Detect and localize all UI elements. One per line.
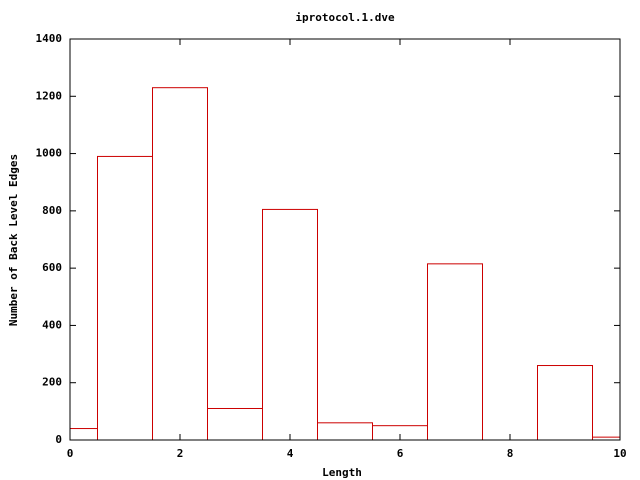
- x-tick-label: 8: [507, 447, 514, 460]
- y-tick-label: 1400: [36, 32, 63, 45]
- bar: [262, 208, 318, 440]
- bar: [427, 263, 483, 440]
- plot-frame: [69, 38, 621, 441]
- y-axis-label: Number of Back Level Edges: [7, 154, 20, 326]
- y-tick-label: 1200: [36, 89, 63, 102]
- x-tick-label: 0: [67, 447, 74, 460]
- y-tick-label: 400: [42, 318, 62, 331]
- x-tick-label: 6: [397, 447, 404, 460]
- bar: [592, 436, 620, 440]
- x-axis-label: Length: [322, 466, 362, 479]
- x-tick-label: 2: [177, 447, 184, 460]
- x-tick-label: 10: [613, 447, 626, 460]
- x-tick-label: 4: [287, 447, 294, 460]
- y-tick-label: 600: [42, 261, 62, 274]
- y-tick-label: 200: [42, 376, 62, 389]
- y-tick-label: 800: [42, 204, 62, 217]
- chart-title: iprotocol.1.dve: [295, 11, 395, 24]
- y-tick-label: 1000: [36, 147, 63, 160]
- y-tick-label: 0: [55, 433, 62, 446]
